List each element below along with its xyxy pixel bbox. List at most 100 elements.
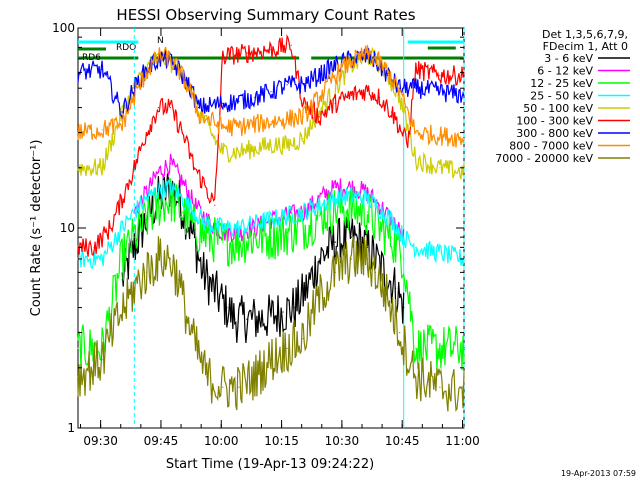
data-point <box>318 111 320 113</box>
data-point <box>121 258 123 260</box>
data-point <box>403 236 405 238</box>
data-point <box>270 236 272 238</box>
data-point <box>439 167 441 169</box>
data-point <box>366 53 369 55</box>
data-point <box>366 89 369 91</box>
legend-header: FDecim 1, Att 0 <box>543 40 628 53</box>
data-point <box>194 167 196 169</box>
data-point <box>169 186 172 188</box>
data-point <box>270 49 272 51</box>
x-tick-label: 10:15 <box>264 434 299 448</box>
data-point <box>302 138 304 140</box>
legend-label: 7000 - 20000 keV <box>495 152 593 165</box>
data-point <box>206 376 208 378</box>
data-point <box>302 102 304 104</box>
series-line-8 <box>77 236 465 412</box>
data-point <box>350 60 352 63</box>
legend-label: 6 - 12 keV <box>537 65 593 78</box>
data-point <box>302 211 304 213</box>
data-point <box>222 386 224 388</box>
data-point <box>395 287 397 289</box>
series-7 <box>77 44 465 148</box>
x-tick-label: 10:30 <box>325 434 360 448</box>
data-point <box>133 287 135 289</box>
data-point <box>306 287 308 289</box>
data-point <box>145 219 147 221</box>
data-point <box>302 338 304 340</box>
data-point <box>270 316 272 318</box>
series-line-5 <box>77 34 465 257</box>
data-point <box>399 332 401 334</box>
data-point <box>145 192 147 194</box>
data-point <box>198 113 200 115</box>
data-point <box>318 116 320 118</box>
data-point <box>101 68 103 71</box>
data-point <box>254 223 256 225</box>
data-point <box>157 204 159 206</box>
data-point <box>190 332 192 334</box>
data-point <box>302 227 304 229</box>
data-point <box>101 358 103 361</box>
data-point <box>133 167 135 169</box>
night-label: RD6 <box>82 53 101 63</box>
data-point <box>145 198 147 200</box>
data-point <box>290 44 292 46</box>
series-line-7 <box>77 44 465 148</box>
series-2 <box>77 178 465 374</box>
data-point <box>157 189 159 191</box>
data-point <box>77 376 79 378</box>
data-point <box>226 307 228 309</box>
saa-label: RDO <box>116 43 136 53</box>
data-point <box>165 55 168 58</box>
data-point <box>157 258 159 260</box>
data-point <box>318 215 320 217</box>
data-point <box>194 211 196 213</box>
data-point <box>334 241 336 243</box>
chart-title: HESSI Observing Summary Count Rates <box>116 6 415 24</box>
data-point <box>399 91 401 93</box>
data-point <box>374 271 377 273</box>
flag-letter: N <box>157 36 164 46</box>
data-point <box>169 107 172 109</box>
data-point <box>379 208 381 210</box>
data-point <box>222 151 224 153</box>
data-point <box>190 91 192 93</box>
data-point <box>270 358 272 361</box>
data-point <box>101 258 103 260</box>
data-point <box>399 87 401 89</box>
data-point <box>121 279 123 281</box>
data-point <box>93 246 95 248</box>
data-point <box>145 132 147 134</box>
data-point <box>415 246 417 248</box>
data-point <box>399 96 401 98</box>
data-point <box>157 55 159 58</box>
data-point <box>109 227 111 229</box>
series-5 <box>77 34 465 257</box>
data-point <box>403 307 405 309</box>
y-tick-label: 100 <box>52 21 75 35</box>
data-point <box>222 55 224 58</box>
data-point <box>206 236 208 238</box>
data-point <box>286 215 288 217</box>
data-point <box>181 198 184 200</box>
data-point <box>374 58 377 60</box>
data-point <box>302 84 304 86</box>
data-point <box>258 318 260 320</box>
data-point <box>286 347 288 349</box>
data-point <box>439 134 441 137</box>
data-point <box>246 52 248 54</box>
data-point <box>282 311 284 313</box>
data-point <box>238 126 240 128</box>
data-point <box>169 258 172 260</box>
x-tick-label: 09:45 <box>144 434 179 448</box>
data-point <box>157 107 159 109</box>
data-point <box>415 87 417 89</box>
data-point <box>463 392 465 394</box>
x-tick-label: 10:45 <box>385 434 420 448</box>
data-point <box>439 74 441 76</box>
y-tick-label: 1 <box>67 421 75 435</box>
data-point <box>350 94 352 96</box>
data-point <box>391 219 393 221</box>
